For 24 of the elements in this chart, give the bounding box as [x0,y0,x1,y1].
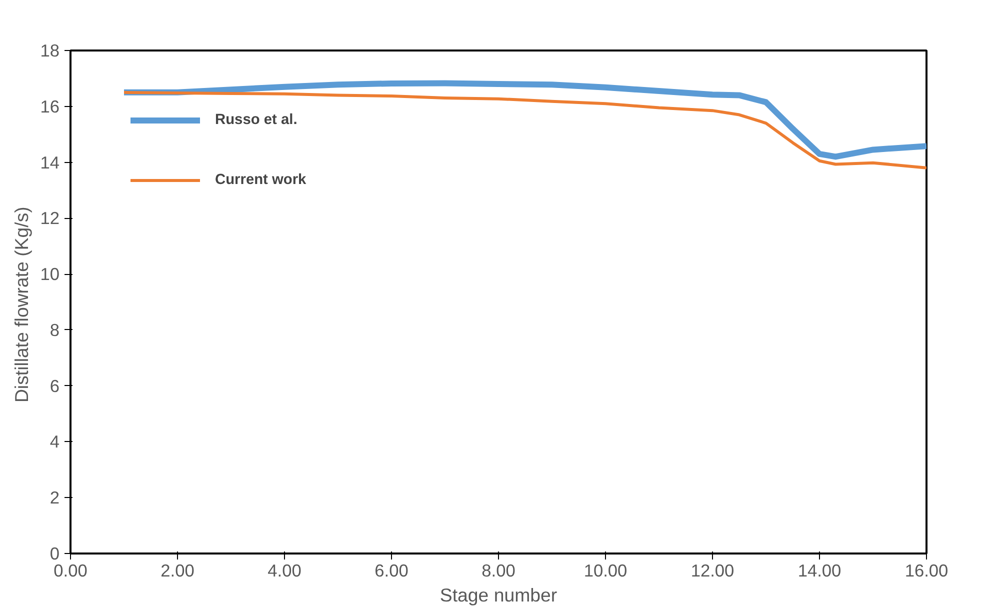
legend-label: Russo et al. [215,112,298,128]
x-tick-label: 12.00 [690,560,734,580]
y-tick-label: 12 [40,208,60,228]
y-tick-label: 10 [40,264,60,284]
y-tick-label: 8 [50,320,60,340]
y-tick-label: 2 [50,488,60,508]
y-tick-label: 16 [40,96,60,116]
y-tick-label: 18 [40,40,60,60]
line-series [122,90,926,170]
x-axis-title: Stage number [440,584,558,606]
y-tick-label: 4 [50,432,60,452]
x-tick-label: 2.00 [160,560,194,580]
x-tick-label: 14.00 [798,560,842,580]
y-tick-label: 0 [50,544,60,564]
y-tick-label: 14 [40,152,60,172]
x-tick-label: 4.00 [268,560,302,580]
y-axis-title: Distillate flowrate (Kg/s) [11,206,32,403]
x-tick-label: 10.00 [584,560,628,580]
legend-label: Current work [215,172,306,188]
x-tick-label: 16.00 [904,560,948,580]
x-tick-label: 8.00 [482,560,516,580]
x-tick-label: 0.00 [54,560,88,580]
x-tick-label: 6.00 [374,560,408,580]
y-tick-label: 6 [50,376,60,396]
